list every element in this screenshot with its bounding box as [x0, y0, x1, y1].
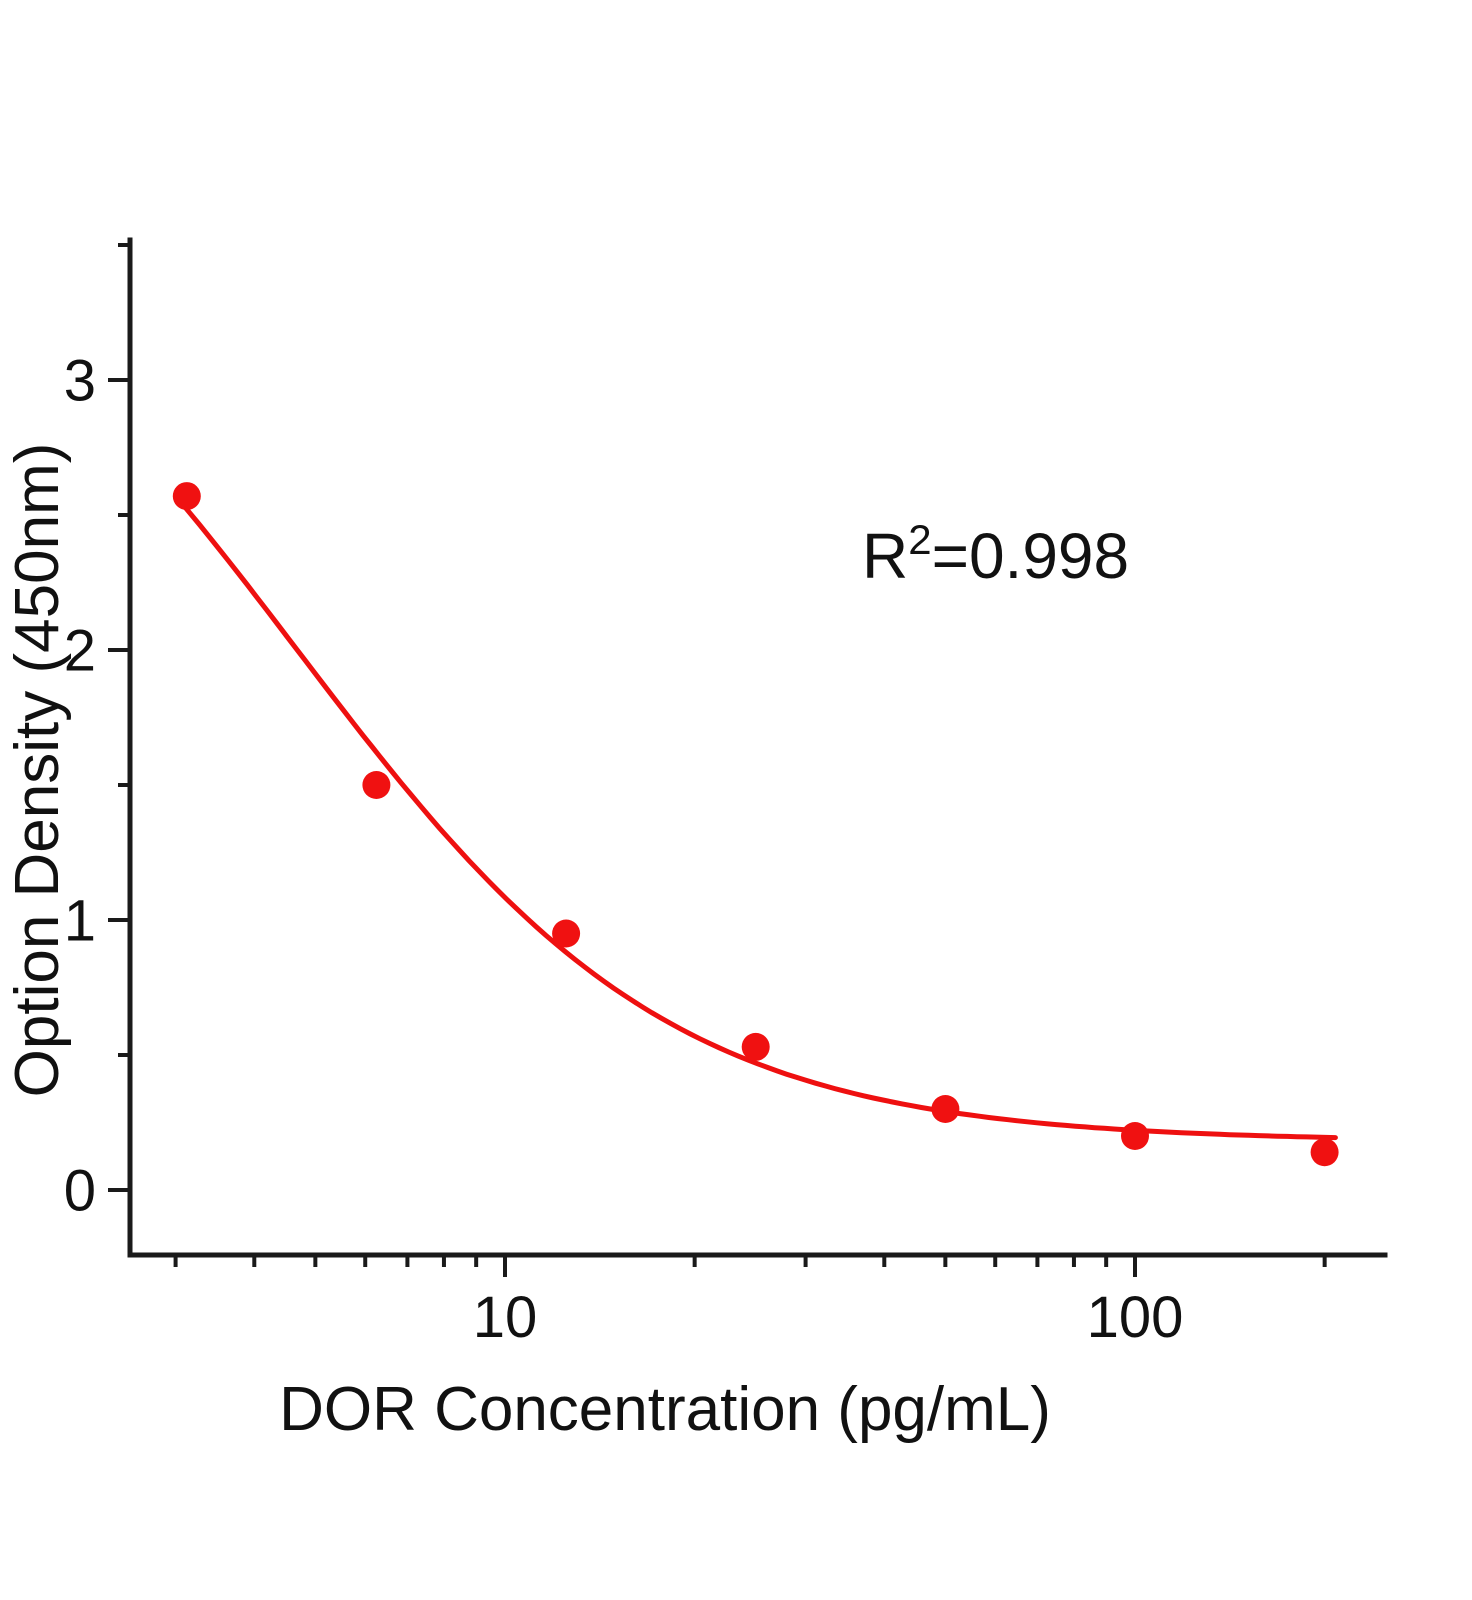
data-point [552, 919, 581, 948]
r-squared-annotation: R2=0.998 [862, 516, 1129, 592]
data-point [362, 771, 391, 799]
x-tick-label: 100 [1087, 1285, 1184, 1350]
data-points [172, 482, 1339, 1167]
data-point [172, 482, 201, 511]
y-tick-label: 3 [64, 348, 96, 413]
data-point [931, 1095, 960, 1123]
data-point [1121, 1122, 1149, 1150]
x-axis-label: DOR Concentration (pg/mL) [279, 1375, 1051, 1444]
ticks [108, 243, 1327, 1277]
x-tick-label: 10 [473, 1285, 538, 1350]
y-tick-label: 2 [64, 618, 96, 683]
data-point [1310, 1138, 1339, 1167]
y-tick-label: 0 [64, 1158, 96, 1223]
y-tick-label: 1 [64, 888, 96, 953]
y-axis-label: Option Density (450nm) [3, 443, 72, 1098]
axes [127, 237, 1388, 1258]
data-point [741, 1032, 770, 1061]
